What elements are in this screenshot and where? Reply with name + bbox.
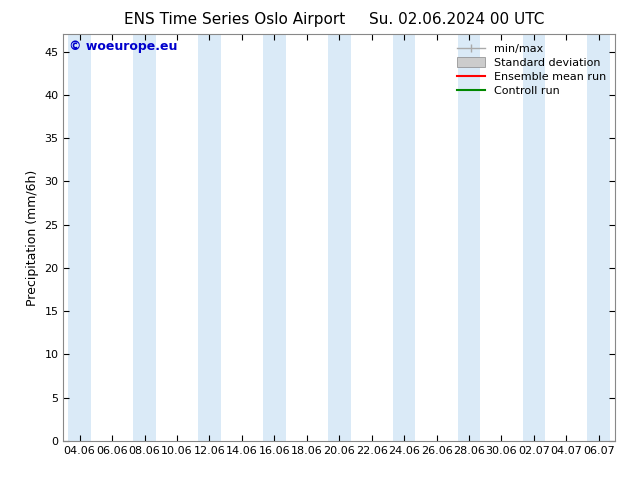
Bar xyxy=(522,34,545,441)
Bar xyxy=(133,34,156,441)
Bar xyxy=(68,34,91,441)
Text: ENS Time Series Oslo Airport: ENS Time Series Oslo Airport xyxy=(124,12,345,27)
Text: Su. 02.06.2024 00 UTC: Su. 02.06.2024 00 UTC xyxy=(369,12,544,27)
Bar xyxy=(198,34,221,441)
Legend: min/max, Standard deviation, Ensemble mean run, Controll run: min/max, Standard deviation, Ensemble me… xyxy=(454,40,609,99)
Bar xyxy=(458,34,481,441)
Bar xyxy=(588,34,610,441)
Bar xyxy=(263,34,286,441)
Text: © woeurope.eu: © woeurope.eu xyxy=(69,40,178,53)
Bar xyxy=(328,34,351,441)
Bar xyxy=(392,34,415,441)
Y-axis label: Precipitation (mm/6h): Precipitation (mm/6h) xyxy=(26,170,39,306)
